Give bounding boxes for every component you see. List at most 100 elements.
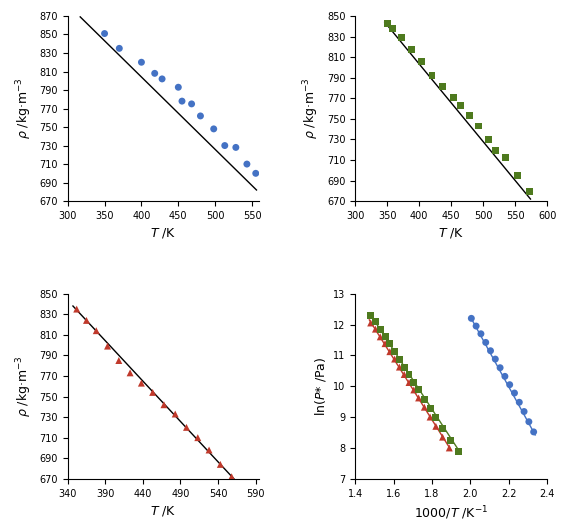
Point (456, 101, 465, 110)
Point (205, 446, 214, 454)
Y-axis label: $\rho$ /kg·m$^{-3}$: $\rho$ /kg·m$^{-3}$ (14, 78, 34, 139)
Point (448, 93, 457, 102)
Point (388, 24, 397, 32)
Point (519, 408, 528, 416)
Point (376, 332, 385, 341)
Point (395, 355, 404, 363)
Point (390, 347, 399, 356)
Point (178, 97, 187, 105)
Point (72, 305, 81, 313)
Point (82, 316, 91, 325)
Point (529, 428, 538, 436)
Point (481, 338, 490, 347)
Point (477, 329, 486, 338)
Point (182, 423, 191, 431)
Point (209, 124, 218, 133)
Point (385, 339, 394, 348)
Point (426, 404, 435, 413)
Point (100, 29, 109, 38)
Point (501, 154, 510, 162)
Point (414, 386, 423, 394)
Point (137, 379, 146, 387)
Point (115, 44, 124, 53)
Point (171, 410, 180, 418)
Point (445, 444, 454, 452)
Point (376, 325, 385, 334)
Point (397, 34, 406, 42)
Point (414, 394, 423, 402)
Point (227, 472, 236, 481)
Point (187, 99, 196, 108)
Point (486, 346, 495, 355)
Point (193, 434, 202, 442)
Point (484, 135, 493, 144)
Point (426, 413, 435, 421)
Point (505, 380, 514, 389)
Point (157, 74, 166, 83)
Point (428, 71, 437, 80)
Point (409, 378, 418, 387)
Point (446, 436, 455, 445)
Point (404, 378, 413, 387)
Point (500, 372, 509, 380)
Point (251, 169, 260, 178)
Point (525, 418, 534, 426)
Point (431, 413, 440, 422)
Point (160, 401, 169, 409)
Point (243, 160, 252, 168)
Point (404, 370, 413, 379)
Point (409, 386, 418, 394)
Point (366, 311, 375, 320)
X-axis label: $\it{T}$ /K: $\it{T}$ /K (438, 227, 464, 240)
Point (174, 83, 183, 92)
Point (515, 398, 524, 406)
Point (196, 112, 205, 120)
Point (510, 389, 519, 397)
Point (496, 363, 505, 372)
Point (467, 314, 476, 322)
Point (103, 342, 112, 351)
Point (455, 447, 464, 456)
Point (371, 317, 380, 326)
Point (383, 19, 392, 28)
Point (472, 322, 481, 330)
Point (381, 339, 390, 348)
Point (491, 355, 500, 363)
Point (366, 319, 375, 327)
Point (371, 325, 380, 334)
Point (150, 69, 159, 78)
Point (148, 388, 157, 397)
Point (420, 395, 429, 403)
Point (417, 57, 426, 65)
Point (395, 363, 404, 371)
Point (239, 485, 248, 493)
Point (216, 460, 225, 469)
Point (438, 425, 447, 433)
Point (400, 363, 409, 371)
X-axis label: $\it{T}$ /K: $\it{T}$ /K (151, 227, 177, 240)
Point (231, 143, 240, 152)
Point (385, 347, 394, 356)
Y-axis label: ln($P$* /Pa): ln($P$* /Pa) (312, 356, 328, 416)
Point (126, 369, 135, 377)
Point (137, 58, 146, 66)
Point (513, 171, 522, 180)
Point (431, 422, 440, 430)
X-axis label: 1000/$\it{T}$ /K$^{-1}$: 1000/$\it{T}$ /K$^{-1}$ (414, 504, 488, 522)
Point (474, 122, 483, 130)
Point (525, 188, 534, 196)
Point (491, 146, 500, 155)
Y-axis label: $\rho$ /kg·m$^{-3}$: $\rho$ /kg·m$^{-3}$ (14, 355, 34, 417)
Point (381, 332, 390, 340)
Point (92, 327, 101, 335)
X-axis label: $\it{T}$ /K: $\it{T}$ /K (151, 504, 177, 518)
Point (390, 355, 399, 363)
Y-axis label: $\rho$ /kg·m$^{-3}$: $\rho$ /kg·m$^{-3}$ (302, 78, 321, 139)
Point (465, 112, 474, 120)
Point (420, 403, 429, 411)
Point (438, 82, 447, 91)
Point (407, 46, 416, 54)
Point (114, 356, 124, 365)
Point (438, 433, 447, 442)
Point (221, 142, 230, 150)
